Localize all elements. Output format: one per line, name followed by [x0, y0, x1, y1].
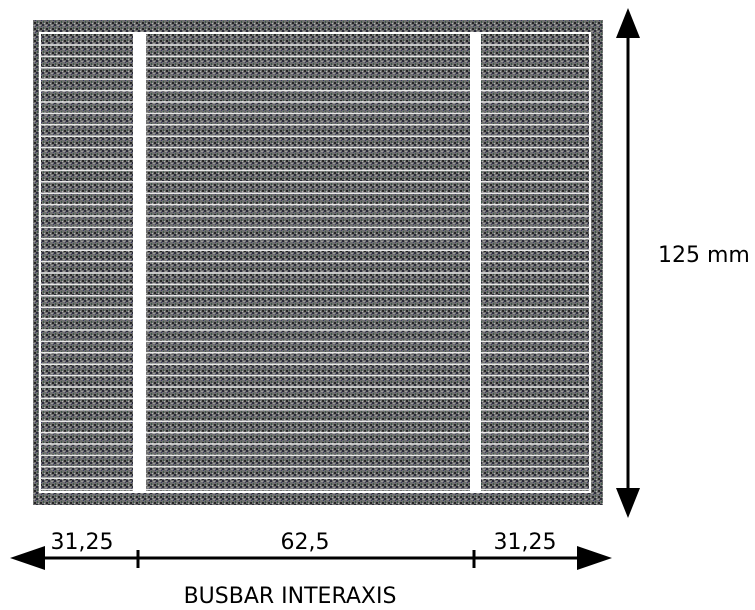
dimension-label: 31,25 — [494, 530, 557, 555]
arrow-head — [577, 546, 612, 570]
arrow-head — [10, 546, 45, 570]
busbar — [133, 33, 146, 493]
dimension-label: 31,25 — [51, 530, 114, 555]
diagram: 125 mm 31,25 62,5 31,25 BUSBAR INTERAXIS — [0, 0, 755, 610]
arrow-head — [616, 488, 640, 518]
busbar — [470, 33, 481, 493]
page: 125 mm 31,25 62,5 31,25 BUSBAR INTERAXIS… — [0, 0, 755, 610]
arrow-head — [616, 8, 640, 38]
caption: BUSBAR INTERAXIS — [184, 584, 397, 609]
dimension-label: 62,5 — [281, 530, 330, 555]
height-label: 125 mm — [658, 243, 750, 268]
